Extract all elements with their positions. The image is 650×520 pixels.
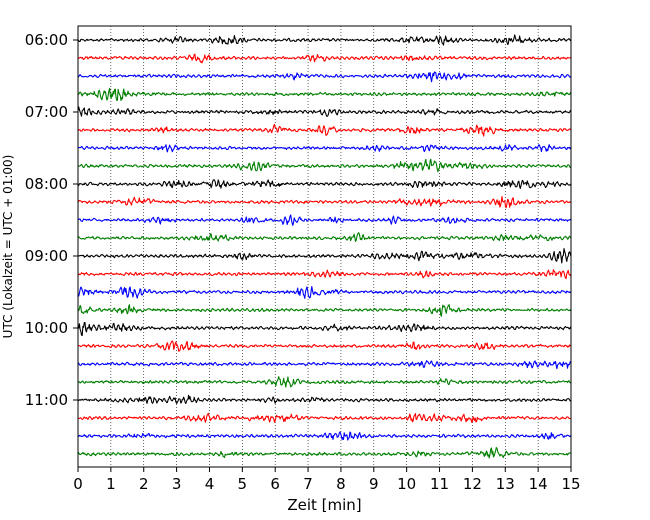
x-tick-label: 6	[270, 475, 280, 493]
seismic-trace	[77, 360, 572, 370]
seismic-trace	[77, 158, 572, 173]
x-tick-label: 4	[205, 475, 215, 493]
seismic-trace	[77, 232, 572, 242]
x-tick-label: 3	[172, 475, 182, 493]
seismic-trace	[77, 196, 572, 209]
x-tick-label: 7	[303, 475, 313, 493]
seismic-trace	[77, 340, 572, 352]
seismic-trace	[77, 87, 572, 102]
seismic-trace	[77, 53, 572, 64]
seismic-trace	[77, 179, 572, 190]
seismic-trace	[77, 322, 572, 337]
trace-group	[77, 34, 572, 459]
x-tick-label: 2	[139, 475, 149, 493]
seismic-trace	[78, 376, 572, 388]
seismic-trace	[77, 123, 572, 137]
x-tick-label: 11	[430, 475, 449, 493]
seismic-trace	[77, 447, 572, 459]
seismic-trace	[77, 412, 572, 423]
plot-frame	[77, 25, 572, 468]
y-tick-label: 06:00	[25, 31, 68, 49]
seismic-trace	[77, 269, 572, 280]
x-axis-label: Zeit [min]	[287, 496, 361, 514]
seismic-trace	[77, 394, 572, 405]
seismic-trace	[77, 431, 572, 441]
seismic-trace	[77, 144, 572, 153]
seismic-trace	[77, 71, 572, 83]
y-axis-label: UTC (Lokalzeit = UTC + 01:00)	[1, 155, 15, 339]
seismic-trace	[77, 34, 572, 46]
y-axis-ticks: 06:00 07:00 08:00 09:00 10:00 11:00	[25, 31, 78, 409]
y-tick-label: 11:00	[25, 391, 68, 409]
x-tick-label: 12	[463, 475, 482, 493]
x-tick-label: 14	[529, 475, 548, 493]
x-tick-label: 0	[73, 475, 83, 493]
seismic-trace	[77, 214, 572, 226]
x-tick-label: 1	[106, 475, 116, 493]
x-tick-label: 9	[369, 475, 379, 493]
y-tick-label: 08:00	[25, 175, 68, 193]
x-tick-label: 15	[561, 475, 580, 493]
x-axis-ticks: 0 1 2 3 4 5 6 7 8 9 10 11 12 13 14 15	[73, 467, 581, 493]
x-tick-label: 8	[336, 475, 346, 493]
y-tick-label: 09:00	[25, 247, 68, 265]
y-tick-label: 07:00	[25, 103, 68, 121]
seismic-trace	[77, 304, 572, 317]
x-tick-label: 13	[496, 475, 515, 493]
seismic-trace	[77, 106, 572, 117]
x-tick-label: 5	[238, 475, 248, 493]
x-tick-label: 10	[397, 475, 416, 493]
seismic-trace	[77, 286, 572, 299]
y-tick-label: 10:00	[25, 319, 68, 337]
seismic-trace	[77, 248, 572, 264]
